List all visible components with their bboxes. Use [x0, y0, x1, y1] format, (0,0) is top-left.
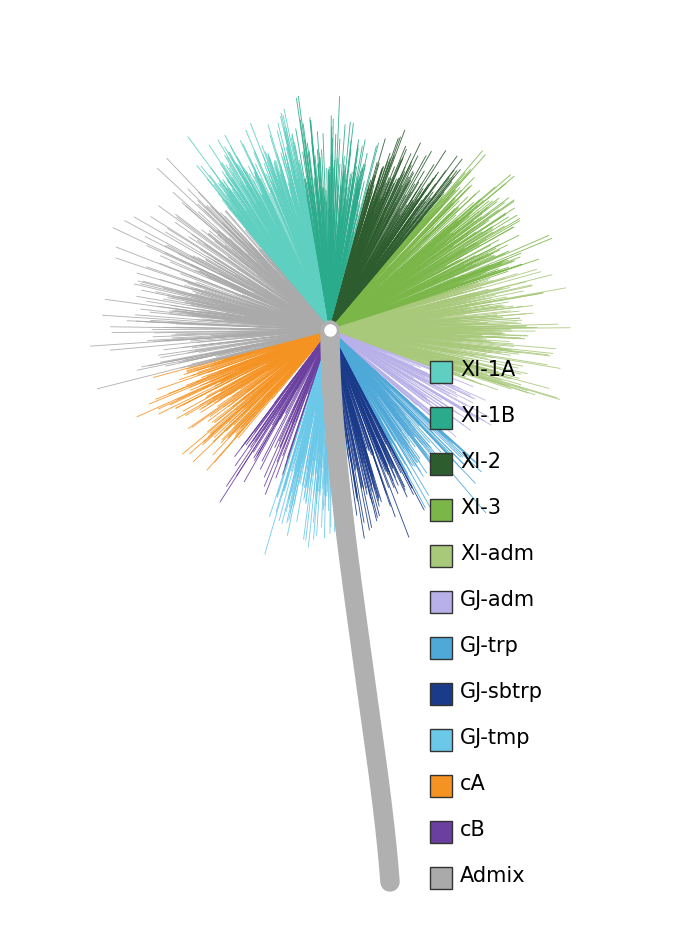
Bar	[430, 499, 452, 521]
Text: GJ-tmp: GJ-tmp	[460, 728, 530, 748]
Bar	[430, 729, 452, 751]
Text: XI-1A: XI-1A	[460, 360, 515, 380]
Text: XI-adm: XI-adm	[460, 544, 534, 564]
Bar	[430, 361, 452, 383]
Text: Admix: Admix	[460, 866, 525, 886]
Bar	[430, 821, 452, 843]
Text: XI-2: XI-2	[460, 452, 501, 472]
Bar	[430, 637, 452, 659]
Bar	[430, 453, 452, 475]
Bar	[430, 867, 452, 889]
Text: cB: cB	[460, 820, 486, 840]
Text: GJ-sbtrp: GJ-sbtrp	[460, 682, 543, 702]
Text: GJ-trp: GJ-trp	[460, 636, 519, 656]
Text: XI-1B: XI-1B	[460, 406, 515, 426]
Bar	[430, 407, 452, 429]
Bar	[430, 775, 452, 797]
Bar	[430, 591, 452, 613]
Text: cA: cA	[460, 774, 486, 794]
Bar	[430, 683, 452, 705]
Bar	[430, 545, 452, 567]
Text: XI-3: XI-3	[460, 498, 501, 518]
Text: GJ-adm: GJ-adm	[460, 590, 535, 610]
